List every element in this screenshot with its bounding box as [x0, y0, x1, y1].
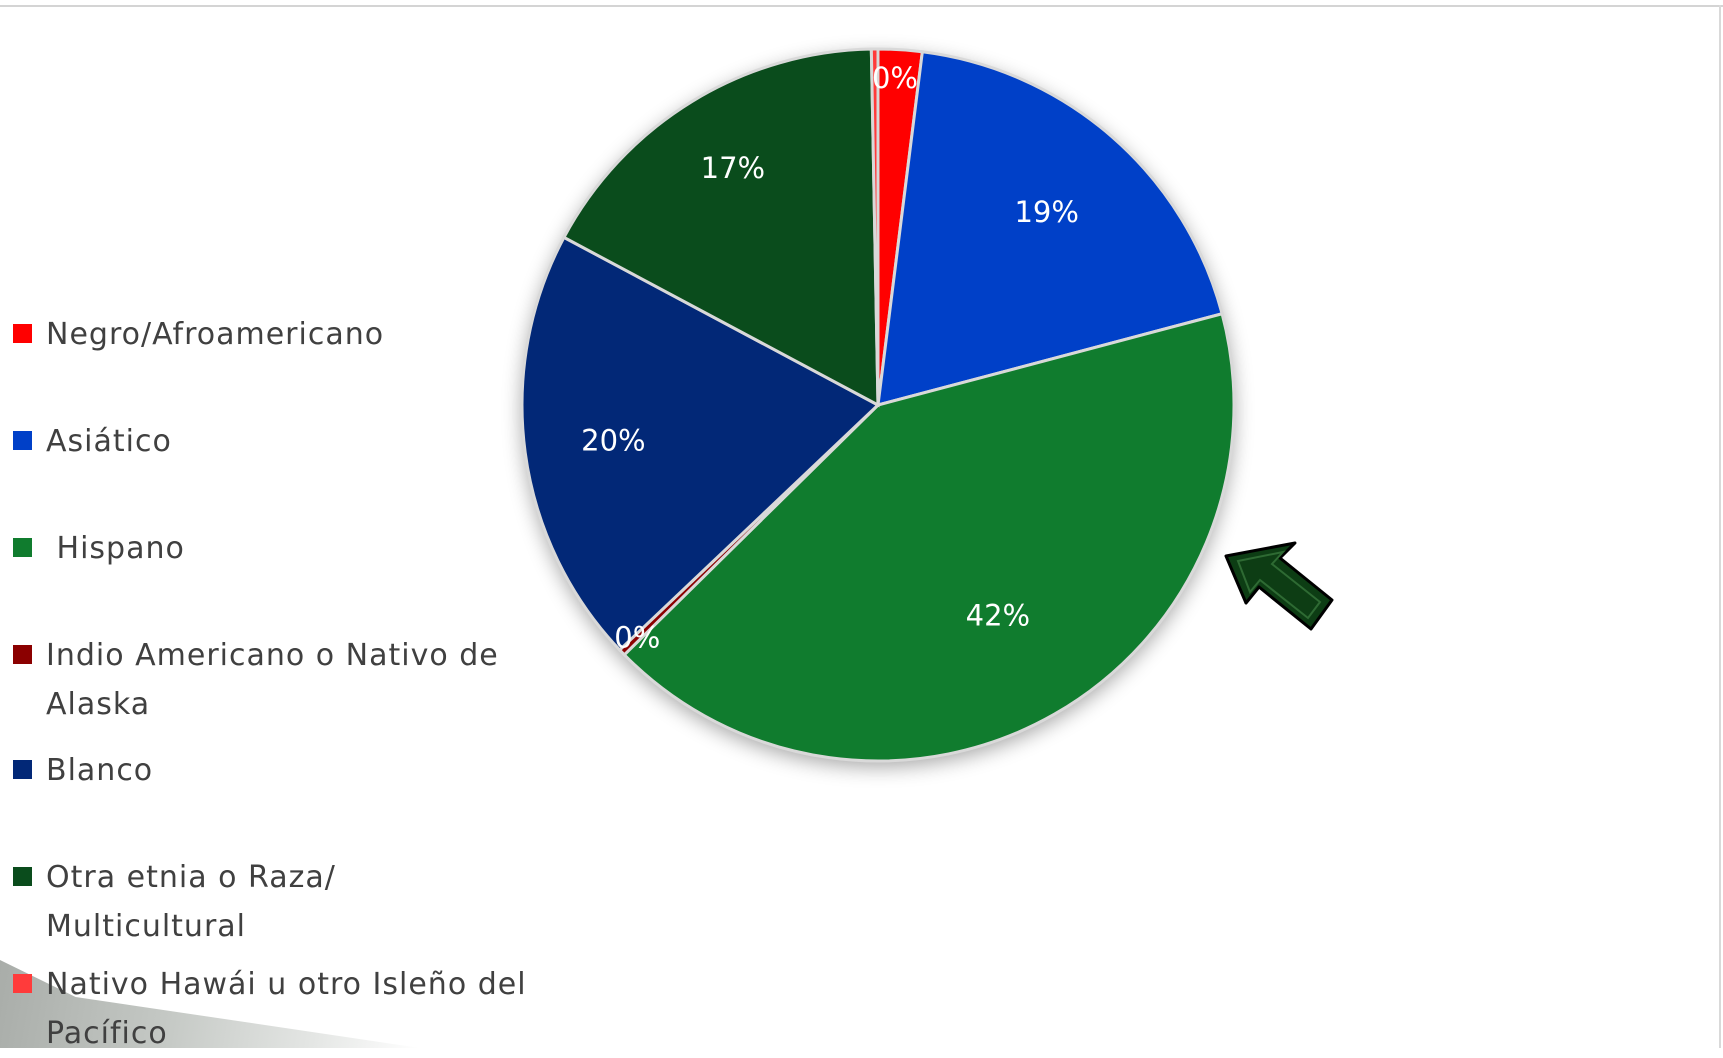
- legend-label: Hispano: [46, 531, 185, 566]
- pie-slice: [876, 50, 1224, 408]
- pie-slice: [520, 235, 881, 653]
- pie-slice: [561, 47, 880, 408]
- pie-slices: [520, 47, 1236, 763]
- data-label: 0%: [614, 621, 660, 655]
- legend-swatch: [13, 538, 32, 557]
- legend-label: Nativo Hawái u otro Isleño del: [46, 967, 527, 1002]
- legend-label: Indio Americano o Nativo de: [46, 638, 499, 673]
- data-label: 0%: [872, 61, 918, 95]
- arrow-shape: [1224, 541, 1334, 631]
- legend-label: Otra etnia o Raza/: [46, 860, 336, 895]
- legend-swatch: [13, 645, 32, 664]
- arrow-icon: [1224, 541, 1334, 631]
- pie-data-labels: 0% 19% 42% 0% 20% 17%: [581, 61, 1079, 655]
- right-border: [1719, 5, 1721, 1048]
- data-label: 17%: [701, 151, 765, 185]
- legend-swatch: [13, 324, 32, 343]
- data-label: 42%: [966, 598, 1030, 632]
- legend-label: Negro/Afroamericano: [46, 317, 385, 352]
- legend-swatch: [13, 867, 32, 886]
- legend-label: Pacífico: [46, 1016, 168, 1051]
- legend-swatch: [13, 760, 32, 779]
- legend-label: Multicultural: [46, 909, 247, 944]
- legend-label: Alaska: [46, 687, 151, 722]
- data-label: 19%: [1014, 195, 1078, 229]
- pie-slice: [869, 47, 880, 406]
- legend-label: Asiático: [46, 424, 172, 459]
- arrow-highlight: [1236, 550, 1322, 620]
- pie-slice: [622, 311, 1236, 763]
- top-border: [0, 5, 1723, 7]
- legend-swatch: [13, 431, 32, 450]
- data-label: 20%: [581, 424, 645, 458]
- legend-label: Blanco: [46, 753, 154, 788]
- chart-legend: Negro/Afroamericano Asiático Hispano Indio…: [13, 0, 533, 1051]
- legend-swatch: [13, 974, 32, 993]
